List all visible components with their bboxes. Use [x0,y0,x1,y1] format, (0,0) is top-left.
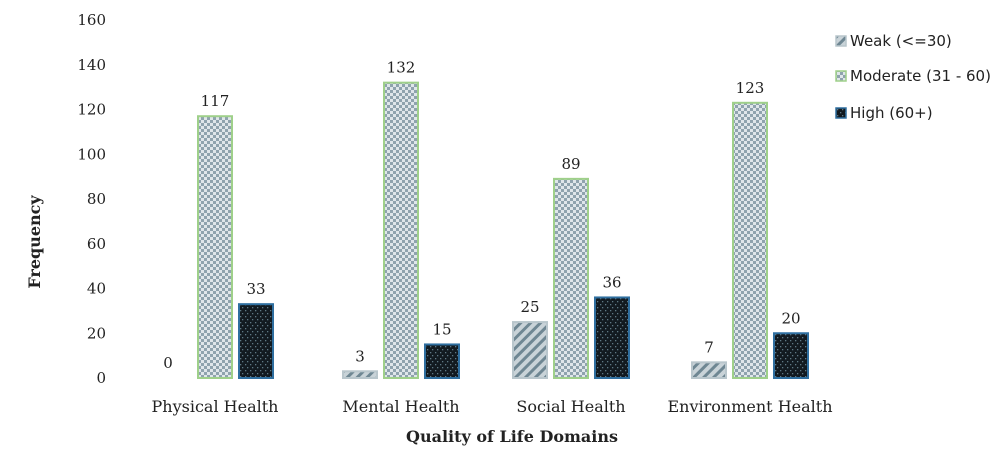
legend-swatch [835,35,847,47]
bar-moderate-2 [553,177,589,379]
bar-weak-3 [691,361,727,379]
bars [197,81,809,380]
y-tick-label: 140 [77,56,106,74]
y-tick-label: 20 [87,324,106,342]
x-category-label: Physical Health [152,397,279,416]
legend-label: High (60+) [850,104,933,122]
data-label: 20 [781,309,800,327]
data-label: 3 [355,347,365,365]
data-label: 33 [246,280,265,298]
legend-label: Weak (<=30) [850,32,952,50]
bar-moderate-1 [383,81,419,380]
data-label: 25 [520,298,539,316]
data-labels: 0 3 25 7 117 132 89 123 33 15 36 20 [163,59,800,372]
legend: Weak (<=30) Moderate (31 - 60) High (60+) [835,32,991,122]
x-category-label: Mental Health [342,397,459,416]
y-tick-label: 40 [87,280,106,298]
legend-label: Moderate (31 - 60) [850,67,991,85]
y-tick-label: 0 [96,369,106,387]
bar-high-2 [594,296,630,380]
data-label: 89 [561,155,580,173]
x-category-label: Environment Health [668,397,833,416]
y-tick-label: 80 [87,190,106,208]
y-axis-ticks: 0 20 40 60 80 100 120 140 160 [77,11,106,387]
data-label: 123 [736,79,765,97]
data-label: 7 [704,338,714,356]
data-label: 0 [163,354,173,372]
bar-high-0 [238,303,274,380]
legend-swatch [835,107,847,119]
x-category-label: Social Health [516,397,625,416]
bar-high-3 [773,332,809,379]
category-labels: Physical Health Mental Health Social Healt… [152,397,833,416]
bar-moderate-0 [197,115,233,380]
data-label: 132 [387,59,416,77]
data-label: 36 [602,273,621,291]
bar-high-1 [424,343,460,379]
y-tick-label: 160 [77,11,106,29]
bar-moderate-3 [732,101,768,379]
data-label: 15 [432,320,451,338]
data-label: 117 [201,92,230,110]
y-axis-label: Frequency [25,195,44,289]
y-tick-label: 120 [77,101,106,119]
bar-weak-2 [512,321,548,379]
bar-weak-1 [342,370,378,380]
y-tick-label: 100 [77,145,106,163]
y-tick-label: 60 [87,235,106,253]
x-axis-label: Quality of Life Domains [406,427,618,446]
legend-swatch [835,70,847,82]
